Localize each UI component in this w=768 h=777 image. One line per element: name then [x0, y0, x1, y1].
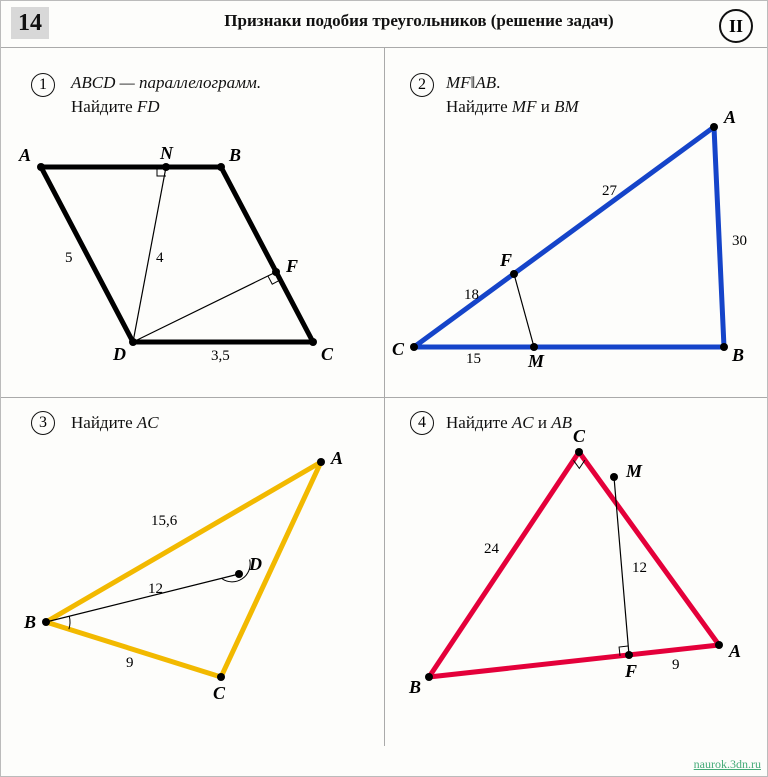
svg-text:B: B: [731, 345, 744, 365]
svg-text:18: 18: [464, 287, 479, 303]
svg-text:B: B: [408, 677, 421, 697]
svg-text:C: C: [213, 683, 226, 703]
svg-text:A: A: [728, 641, 741, 661]
subtask-1: 1 ABCD — параллелограмм. Найдите FD ANBD…: [1, 47, 384, 397]
subtask-4: 4 Найдите AC и AB CMBFA24129: [384, 397, 767, 747]
variant-badge: II: [719, 9, 753, 43]
svg-text:15,6: 15,6: [151, 513, 178, 529]
svg-text:5: 5: [65, 250, 73, 266]
svg-text:12: 12: [632, 560, 647, 576]
subtask-1-figure: A N B D C F 5 4 3,5: [1, 47, 385, 397]
svg-text:C: C: [392, 339, 405, 359]
subtask-2: 2 MF‖AB. Найдите MF и BM CABFM27181530: [384, 47, 767, 397]
subtask-2-figure: C A B F M 27 18 15 30: [384, 47, 768, 397]
svg-text:M: M: [527, 351, 545, 371]
subtask-4-figure: C M B F A 24 12 9: [384, 397, 768, 747]
svg-text:9: 9: [126, 655, 134, 671]
page: 14 Признаки подобия треугольников (решен…: [0, 0, 768, 777]
svg-text:D: D: [112, 344, 126, 364]
svg-text:15: 15: [466, 351, 481, 367]
svg-text:A: A: [330, 448, 343, 468]
svg-text:9: 9: [672, 657, 680, 673]
svg-text:D: D: [248, 554, 262, 574]
svg-text:N: N: [159, 143, 174, 163]
svg-text:3,5: 3,5: [211, 348, 230, 364]
subtask-3: 3 Найдите AC ABCD15,6129: [1, 397, 384, 747]
svg-text:F: F: [285, 256, 298, 276]
svg-text:F: F: [624, 661, 637, 681]
header-title: Признаки подобия треугольников (решение …: [121, 11, 717, 31]
svg-text:30: 30: [732, 233, 747, 249]
svg-text:27: 27: [602, 183, 618, 199]
svg-text:C: C: [573, 426, 586, 446]
svg-text:M: M: [625, 461, 643, 481]
svg-text:12: 12: [148, 581, 163, 597]
task-number: 14: [11, 7, 49, 39]
svg-text:4: 4: [156, 250, 164, 266]
watermark: naurok.3dn.ru: [694, 757, 761, 772]
svg-text:A: A: [18, 145, 31, 165]
svg-text:B: B: [23, 612, 36, 632]
task-grid: 1 ABCD — параллелограмм. Найдите FD ANBD…: [1, 47, 767, 746]
svg-text:24: 24: [484, 541, 500, 557]
svg-text:C: C: [321, 344, 334, 364]
header: 14 Признаки подобия треугольников (решен…: [1, 1, 767, 48]
svg-text:F: F: [499, 250, 512, 270]
subtask-3-figure: A B C D 15,6 12 9: [1, 397, 385, 747]
svg-text:A: A: [723, 107, 736, 127]
svg-text:B: B: [228, 145, 241, 165]
